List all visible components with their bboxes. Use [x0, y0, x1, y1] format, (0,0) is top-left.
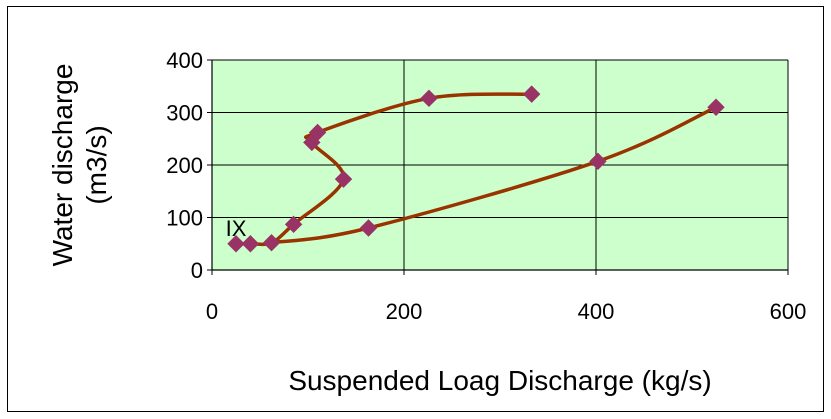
annotation-label: IX — [226, 216, 247, 241]
data-point-marker — [420, 89, 438, 108]
y-tick-label: 400 — [166, 48, 203, 73]
data-point-marker — [589, 152, 607, 171]
data-point-marker — [227, 235, 245, 253]
data-point-marker — [522, 85, 541, 103]
data-point-marker — [308, 123, 327, 142]
data-point-marker — [284, 215, 303, 234]
y-tick-label: 300 — [166, 101, 203, 126]
data-point-marker — [707, 98, 725, 116]
x-axis-title: Suspended Loag Discharge (kg/s) — [288, 365, 711, 396]
y-tick-label: 200 — [166, 153, 203, 178]
x-tick-label: 200 — [386, 299, 423, 324]
data-point-marker — [334, 170, 353, 188]
series-line — [269, 105, 718, 245]
axes — [207, 59, 789, 275]
y-tick-label: 0 — [191, 258, 203, 283]
y-axis-title-line2: (m3/s) — [81, 125, 112, 204]
data-point-marker — [262, 233, 281, 252]
y-tick-label: 100 — [166, 206, 203, 231]
data-point-marker — [359, 219, 378, 237]
x-tick-label: 0 — [206, 299, 218, 324]
y-axis-title-line1: Water discharge — [47, 64, 78, 267]
markers — [227, 85, 725, 253]
data-point-marker — [241, 235, 260, 253]
x-tick-label: 400 — [578, 299, 615, 324]
x-tick-label: 600 — [770, 299, 807, 324]
tick-labels: 0 100 200 300 400 0 200 400 600 — [166, 48, 806, 324]
